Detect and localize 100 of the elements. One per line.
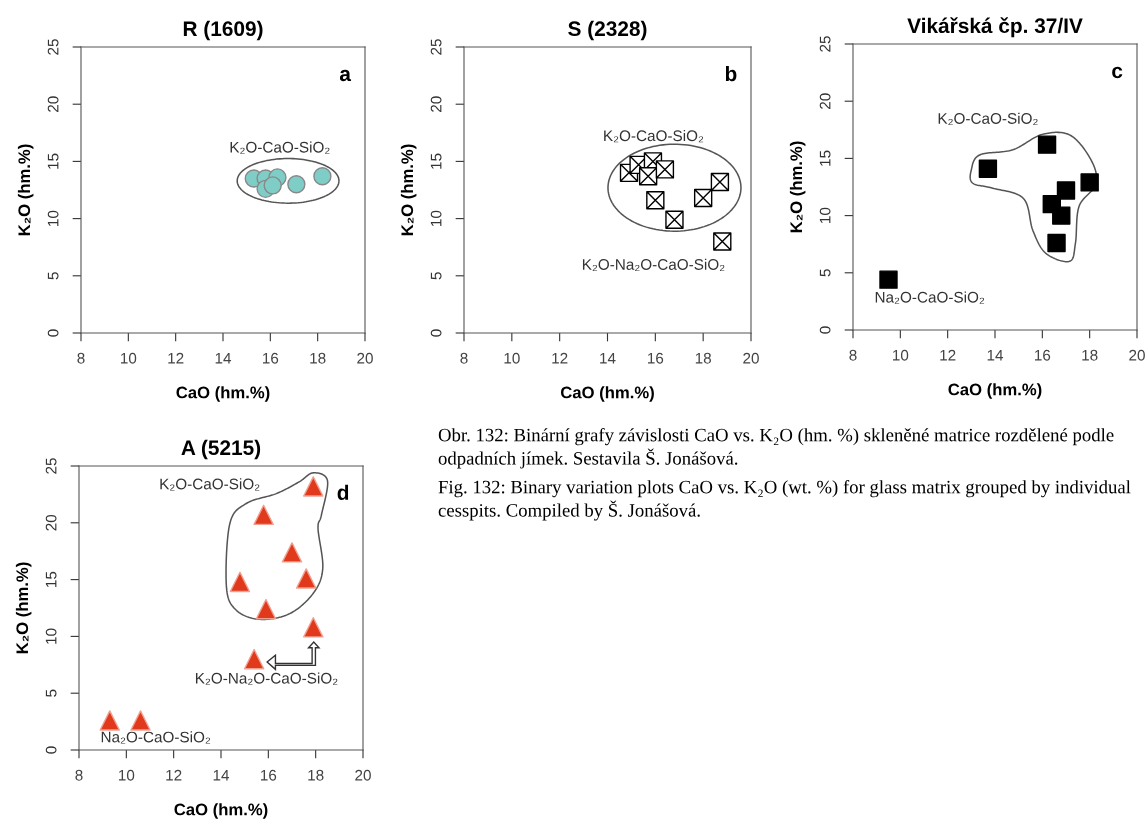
y-tick-label: 25 bbox=[430, 39, 442, 55]
y-tick-label: 20 bbox=[47, 96, 59, 112]
x-tick-label: 10 bbox=[504, 352, 520, 364]
y-tick-label: 15 bbox=[819, 150, 831, 166]
x-tick-label: 20 bbox=[743, 352, 759, 364]
y-tick-label: 15 bbox=[430, 153, 442, 169]
point bbox=[313, 167, 332, 186]
x-tick-label: 12 bbox=[168, 352, 184, 364]
annotation: K₂O-CaO-SiO₂ bbox=[604, 129, 704, 143]
x-tick-label: 20 bbox=[357, 352, 373, 364]
y-tick-label: 0 bbox=[47, 329, 59, 337]
point bbox=[1047, 233, 1066, 253]
x-tick-label: 20 bbox=[1129, 349, 1145, 361]
x-tick-label: 14 bbox=[213, 770, 230, 781]
annotation: K₂O-Na₂O-CaO-SiO₂ bbox=[582, 258, 725, 272]
annotation: d bbox=[337, 484, 349, 500]
point bbox=[303, 476, 324, 497]
x-tick-label: 16 bbox=[1035, 349, 1051, 361]
x-tick-label: 14 bbox=[600, 353, 616, 364]
text: Obr. 132: Binární grafy závislosti CaO vs. K₂O (hm. %) skleněné matrice rozdělené podle odpadních jímek. Sestavila Š. Jonášová. bbox=[438, 428, 1114, 469]
point bbox=[99, 710, 121, 731]
point bbox=[243, 648, 265, 670]
y-tick-label: 10 bbox=[47, 210, 59, 226]
y-axis-title: K₂O (hm.%) bbox=[400, 144, 417, 236]
point bbox=[1037, 135, 1057, 154]
y-axis-title: K₂O (hm.%) bbox=[15, 562, 32, 654]
x-tick-label: 18 bbox=[1082, 349, 1098, 361]
y-tick-label: 5 bbox=[47, 272, 59, 280]
annotation: Na₂O-CaO-SiO₂ bbox=[875, 291, 985, 304]
y-tick-label: 10 bbox=[45, 628, 57, 644]
x-tick-label: 12 bbox=[552, 352, 568, 364]
y-axis-title: K₂O (hm.%) bbox=[17, 144, 34, 236]
y-tick-label: 25 bbox=[45, 458, 57, 474]
point bbox=[229, 571, 251, 593]
point bbox=[879, 270, 898, 289]
x-tick-label: 8 bbox=[460, 352, 468, 364]
caption: Fig. 132: Binary variation plots CaO vs. K₂O (wt. %) for glass matrix grouped by individual cesspits. Compiled by Š. Jonášová. bbox=[438, 480, 1131, 521]
annotation: c bbox=[1112, 66, 1123, 79]
point bbox=[255, 598, 277, 620]
x-tick-label: 8 bbox=[77, 352, 85, 364]
y-tick-label: 0 bbox=[430, 329, 442, 337]
y-tick-label: 20 bbox=[430, 96, 442, 112]
point bbox=[665, 210, 684, 229]
x-tick-label: 8 bbox=[75, 769, 83, 781]
y-tick-label: 5 bbox=[819, 269, 831, 277]
y-tick-label: 0 bbox=[45, 746, 57, 754]
annotation: K₂O-Na₂O-CaO-SiO₂ bbox=[195, 672, 338, 685]
y-tick-label: 25 bbox=[47, 39, 59, 55]
x-tick-label: 12 bbox=[166, 769, 182, 781]
x-tick-label: 12 bbox=[940, 349, 956, 361]
x-tick-label: 10 bbox=[893, 349, 909, 361]
point bbox=[655, 160, 675, 179]
x-tick-label: 18 bbox=[695, 352, 711, 364]
point bbox=[281, 542, 303, 563]
y-axis-title: K₂O (hm.%) bbox=[789, 141, 806, 233]
x-tick-label: 16 bbox=[648, 352, 664, 364]
x-tick-label: 10 bbox=[119, 769, 135, 781]
x-axis-title: CaO (hm.%) bbox=[948, 383, 1042, 399]
y-tick-label: 15 bbox=[47, 153, 59, 169]
point bbox=[1080, 173, 1099, 192]
y-tick-label: 10 bbox=[819, 207, 831, 223]
y-tick-label: 25 bbox=[819, 36, 831, 52]
point bbox=[130, 710, 151, 731]
y-tick-label: 0 bbox=[819, 326, 831, 334]
chart-title: R (1609) bbox=[183, 20, 263, 41]
x-tick-label: 10 bbox=[121, 352, 137, 364]
x-tick-label: 8 bbox=[849, 349, 857, 361]
annotation: K₂O-CaO-SiO₂ bbox=[938, 112, 1038, 126]
annotation: Na₂O-CaO-SiO₂ bbox=[101, 731, 211, 744]
chart-title: S (2328) bbox=[568, 20, 647, 41]
point bbox=[263, 176, 282, 195]
annotation: a bbox=[339, 69, 352, 82]
x-tick-label: 18 bbox=[308, 769, 324, 781]
x-axis-title: CaO (hm.%) bbox=[176, 386, 270, 402]
x-tick-label: 14 bbox=[987, 350, 1004, 361]
point bbox=[253, 504, 274, 526]
annotation: b bbox=[725, 65, 737, 82]
y-tick-label: 20 bbox=[819, 93, 831, 109]
y-tick-label: 10 bbox=[430, 210, 442, 226]
x-tick-label: 16 bbox=[263, 352, 279, 364]
annotation: K₂O-CaO-SiO₂ bbox=[160, 478, 260, 491]
point bbox=[1052, 206, 1071, 225]
point bbox=[646, 191, 665, 210]
y-tick-label: 5 bbox=[45, 689, 57, 697]
point bbox=[978, 159, 998, 178]
y-tick-label: 15 bbox=[45, 571, 57, 587]
point bbox=[303, 617, 324, 638]
annotation: K₂O-CaO-SiO₂ bbox=[230, 141, 330, 154]
x-tick-label: 20 bbox=[355, 769, 371, 781]
x-axis-title: CaO (hm.%) bbox=[560, 386, 654, 402]
point bbox=[1056, 181, 1076, 200]
chart-title: Vikářská čp. 37/IV bbox=[907, 17, 1083, 38]
point bbox=[295, 568, 317, 589]
x-tick-label: 16 bbox=[261, 769, 277, 781]
x-axis-title: CaO (hm.%) bbox=[174, 803, 268, 819]
y-tick-label: 20 bbox=[45, 514, 57, 531]
chart-title: A (5215) bbox=[181, 439, 261, 460]
point bbox=[713, 232, 732, 251]
x-tick-label: 14 bbox=[215, 353, 232, 364]
point bbox=[287, 175, 306, 194]
